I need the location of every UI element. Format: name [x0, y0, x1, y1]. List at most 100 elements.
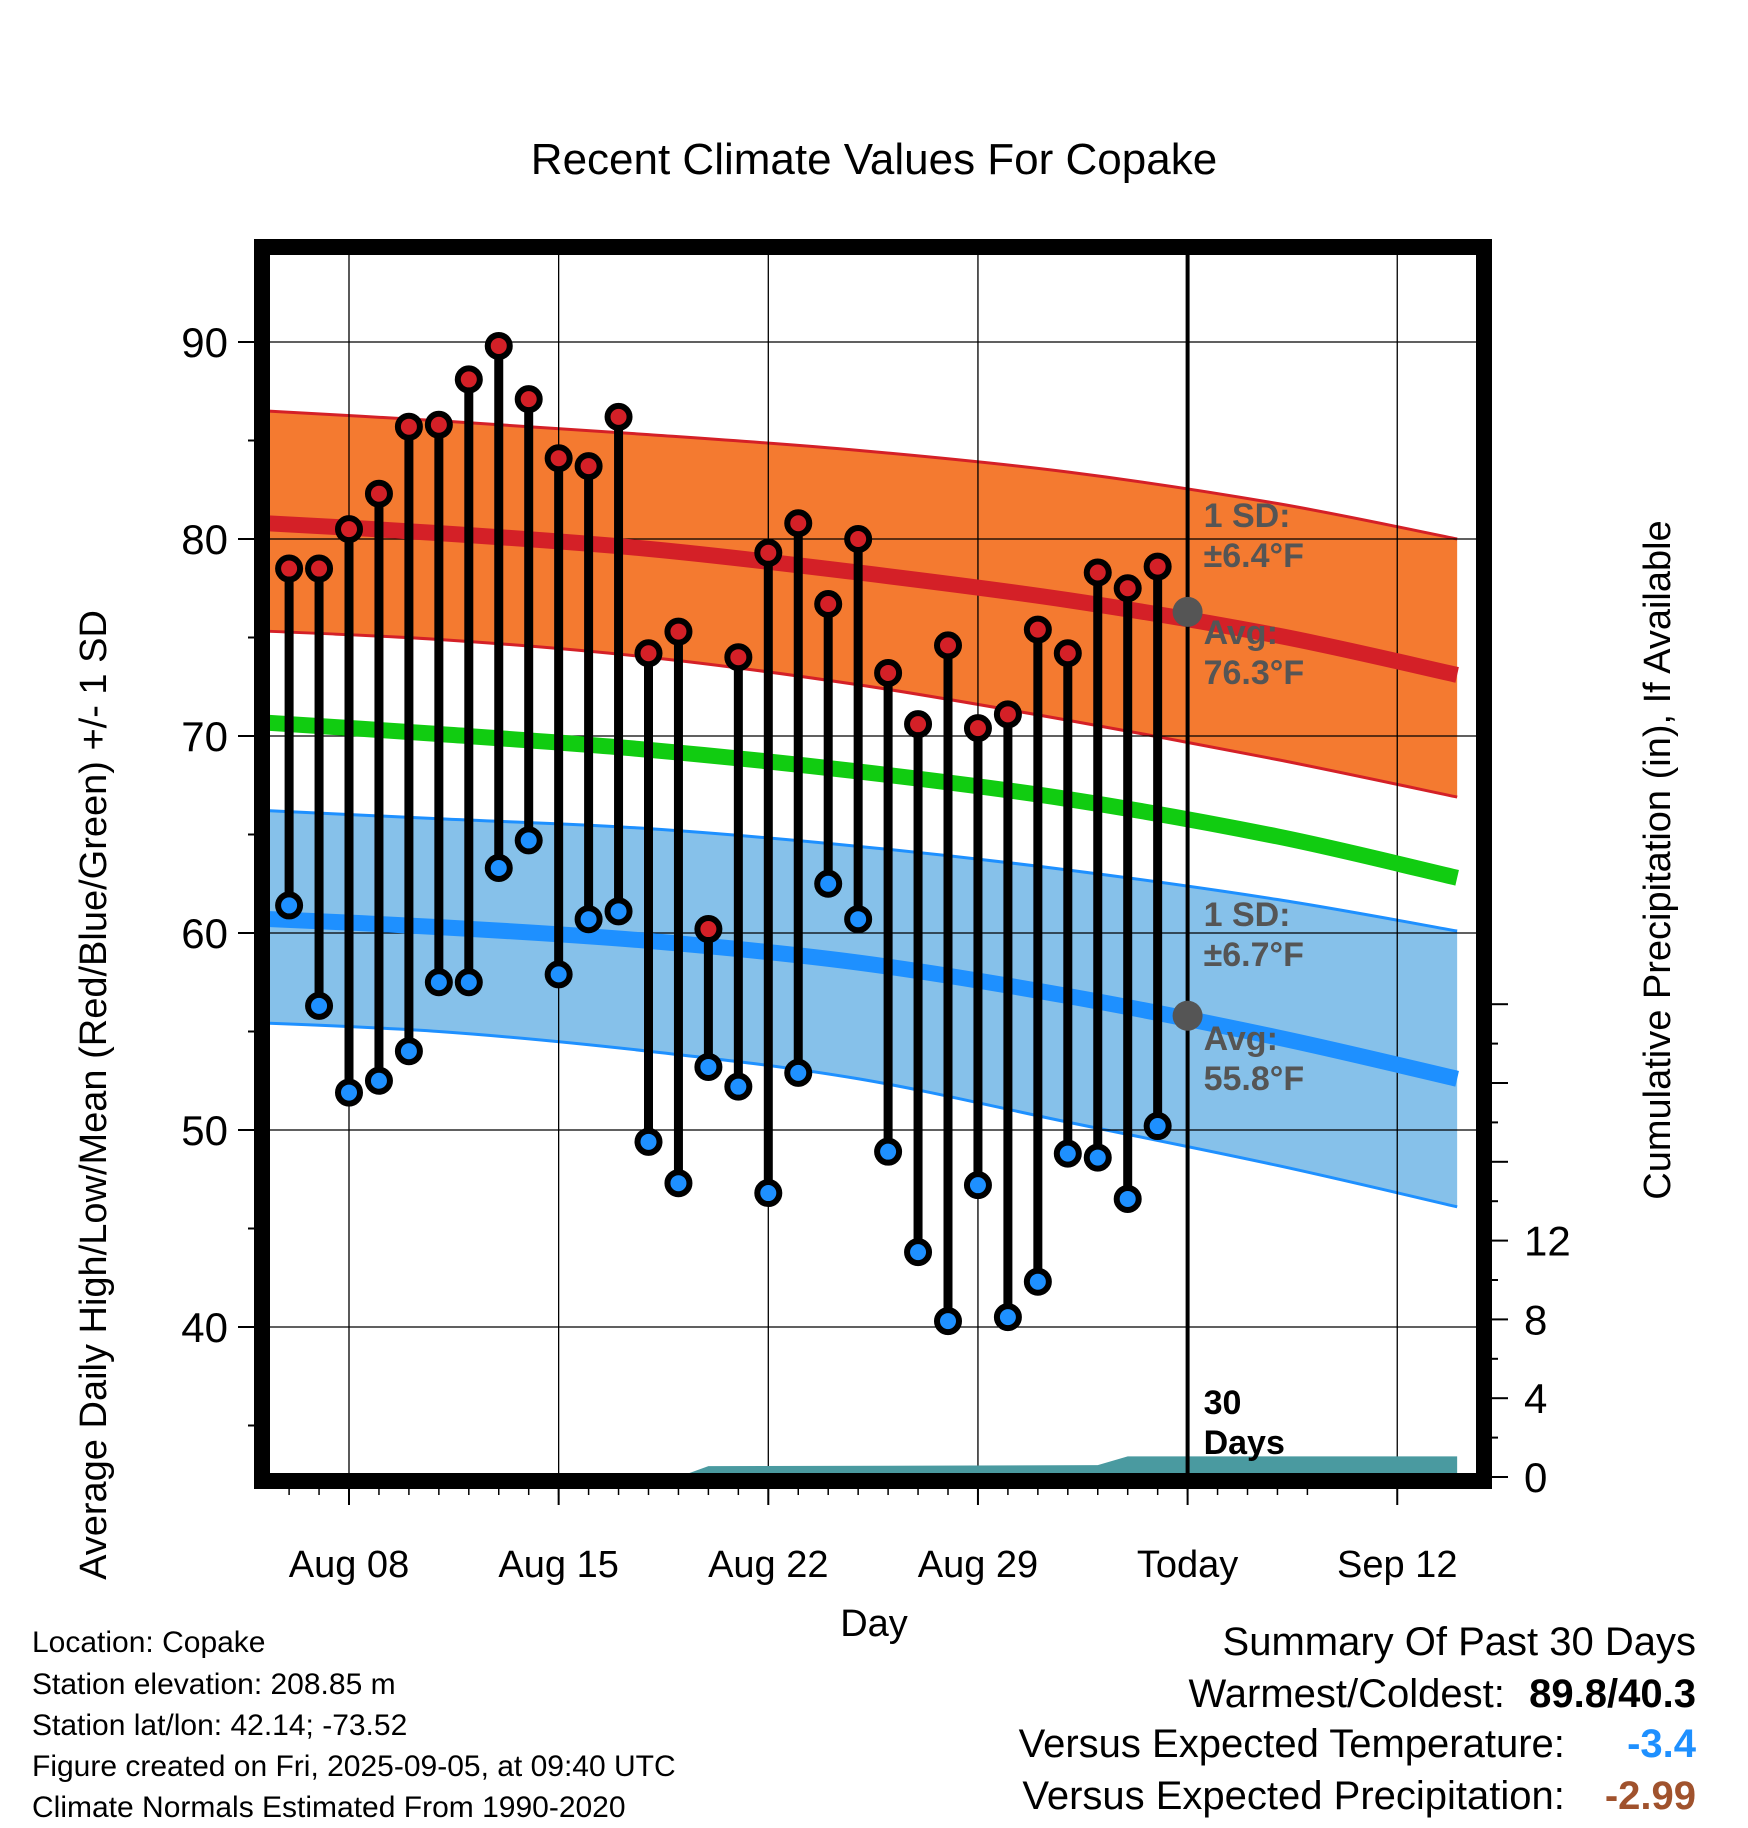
- precipitation-area: [262, 1456, 1458, 1477]
- chart-title: Recent Climate Values For Copake: [531, 135, 1217, 184]
- daily-high-point: [1023, 615, 1052, 644]
- latlon-text: Station lat/lon: 42.14; -73.52: [32, 1709, 408, 1742]
- summary-heading: Summary Of Past 30 Days: [1222, 1620, 1696, 1664]
- plot-frame: [254, 239, 1492, 1489]
- daily-low-point: [424, 968, 453, 997]
- y-tick-label-right: 0: [1524, 1454, 1547, 1501]
- daily-high-point: [1143, 552, 1172, 581]
- daily-low-point: [1113, 1184, 1142, 1213]
- y-tick-label-left: 90: [181, 319, 228, 366]
- daily-low-point: [724, 1072, 753, 1101]
- daily-high-point: [724, 643, 753, 672]
- daily-low-point: [544, 960, 573, 989]
- y-tick-label-left: 40: [181, 1304, 228, 1351]
- daily-low-point: [993, 1303, 1022, 1332]
- high-avg-annotation-line: 76.3°F: [1204, 654, 1305, 692]
- low-sd-annotation-line: ±6.7°F: [1204, 936, 1304, 974]
- high-sd-annotation-line: ±6.4°F: [1204, 537, 1304, 575]
- daily-low-point: [874, 1137, 903, 1166]
- daily-low-point: [484, 853, 513, 882]
- temp-label: Versus Expected Temperature:: [1018, 1722, 1565, 1766]
- days-annotation-line: 30: [1204, 1384, 1242, 1422]
- low-avg-annotation: Avg: 55.8°F: [1204, 1020, 1305, 1098]
- warm-cold-label: Warmest/Coldest:: [1188, 1672, 1505, 1716]
- daily-low-point: [454, 968, 483, 997]
- low-sd-annotation: 1 SD: ±6.7°F: [1204, 896, 1304, 974]
- daily-low-point: [814, 869, 843, 898]
- x-axis-label: Day: [840, 1603, 908, 1645]
- elevation-text: Station elevation: 208.85 m: [32, 1668, 396, 1701]
- daily-low-point: [754, 1179, 783, 1208]
- summary-precip: Versus Expected Precipitation: -2.99: [1022, 1774, 1696, 1819]
- high-sd-annotation-line: 1 SD:: [1204, 497, 1291, 535]
- x-tick-label: Aug 08: [289, 1544, 409, 1586]
- created-text: Figure created on Fri, 2025-09-05, at 09…: [32, 1750, 676, 1783]
- daily-high-point: [814, 590, 843, 619]
- daily-low-point: [784, 1058, 813, 1087]
- daily-low-point: [904, 1238, 933, 1267]
- precip-label: Versus Expected Precipitation:: [1022, 1774, 1565, 1818]
- low-sd-lower-line: [262, 1021, 1458, 1209]
- daily-high-point: [305, 554, 334, 583]
- daily-high-point: [904, 710, 933, 739]
- daily-low-point: [1023, 1267, 1052, 1296]
- high-avg-annotation: Avg: 76.3°F: [1204, 614, 1305, 692]
- high-avg-marker: [1172, 596, 1203, 627]
- daily-high-point: [963, 714, 992, 743]
- daily-high-point: [364, 479, 393, 508]
- daily-high-point: [484, 331, 513, 360]
- days-annotation: 30 Days: [1204, 1384, 1285, 1462]
- daily-high-point: [604, 402, 633, 431]
- daily-low-point: [634, 1127, 663, 1156]
- daily-high-point: [784, 509, 813, 538]
- daily-low-point: [305, 991, 334, 1020]
- x-tick-label: Today: [1137, 1544, 1238, 1586]
- high-sd-annotation: 1 SD: ±6.4°F: [1204, 497, 1304, 575]
- daily-low-point: [1143, 1112, 1172, 1141]
- y-tick-label-right: 4: [1524, 1375, 1547, 1422]
- daily-low-point: [335, 1078, 363, 1107]
- daily-low-point: [574, 905, 603, 934]
- y-tick-label-right: 8: [1524, 1296, 1547, 1343]
- daily-high-point: [634, 639, 663, 668]
- daily-low-point: [694, 1052, 723, 1081]
- y-tick-label-left: 70: [181, 713, 228, 760]
- daily-high-point: [1113, 574, 1142, 603]
- low-sd-annotation-line: 1 SD:: [1204, 896, 1291, 934]
- daily-high-point: [394, 412, 423, 441]
- daily-high-point: [664, 617, 693, 646]
- normals-text: Climate Normals Estimated From 1990-2020: [32, 1791, 626, 1824]
- daily-high-point: [844, 525, 873, 553]
- low-avg-annotation-line: 55.8°F: [1204, 1060, 1305, 1098]
- daily-low-point: [1053, 1139, 1082, 1168]
- y-tick-label-left: 60: [181, 910, 228, 957]
- daily-low-point: [963, 1171, 992, 1200]
- daily-high-point: [993, 700, 1022, 729]
- days-annotation-line: Days: [1204, 1424, 1285, 1462]
- daily-high-point: [694, 915, 723, 944]
- daily-low-point: [1083, 1143, 1112, 1172]
- daily-high-point: [754, 538, 783, 567]
- daily-high-point: [934, 631, 962, 660]
- y-tick-label-right: 12: [1524, 1218, 1571, 1265]
- precip-value: -2.99: [1604, 1774, 1696, 1818]
- daily-low-point: [364, 1066, 393, 1095]
- warm-cold-value: 89.8/40.3: [1529, 1672, 1696, 1716]
- daily-low-point: [664, 1169, 693, 1198]
- daily-low-point: [934, 1307, 962, 1336]
- daily-low-point: [275, 891, 304, 920]
- temp-value: -3.4: [1627, 1722, 1696, 1766]
- axes: 40 50 60 70 80 90 0 4 8 12 Aug 08 Aug 15 Aug 22 Aug 2…: [181, 239, 1571, 1586]
- daily-high-point: [514, 385, 543, 414]
- location-text: Location: Copake: [32, 1626, 266, 1659]
- daily-high-point: [544, 444, 573, 473]
- y-tick-label-left: 80: [181, 516, 228, 563]
- summary-temp: Versus Expected Temperature: -3.4: [1019, 1722, 1696, 1767]
- daily-high-point: [1083, 558, 1112, 587]
- daily-high-point: [335, 515, 363, 544]
- x-tick-label: Aug 29: [918, 1544, 1038, 1586]
- daily-high-point: [574, 452, 603, 481]
